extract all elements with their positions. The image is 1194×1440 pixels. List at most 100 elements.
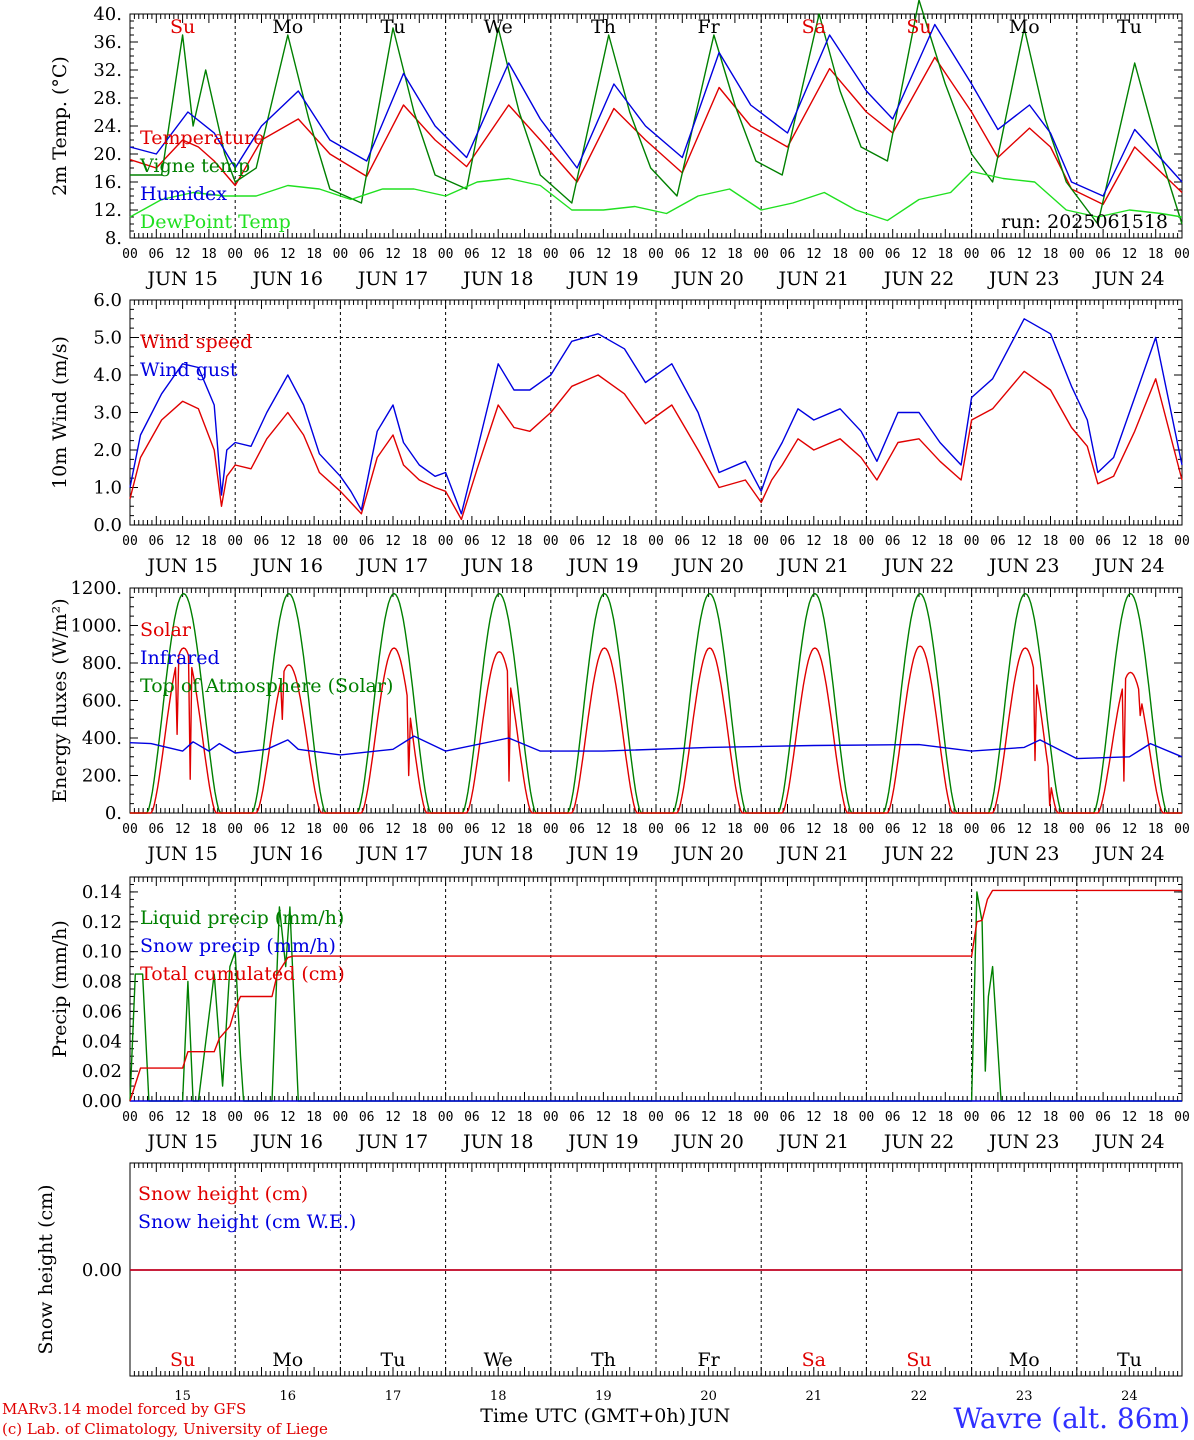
hour-tick-label: 06: [148, 1110, 164, 1125]
hour-tick-label: 12: [596, 1110, 612, 1125]
y-tick-label: 6.0: [93, 290, 122, 311]
date-tick-label: JUN 16: [251, 843, 323, 865]
weekday-label: Tu: [381, 16, 406, 38]
date-tick-label: JUN 22: [882, 843, 954, 865]
y-axis-label: 2m Temp. (°C): [49, 56, 71, 196]
date-tick-label: JUN 22: [882, 1131, 954, 1153]
weekday-label: Tu: [1117, 1349, 1142, 1371]
hour-tick-label: 18: [937, 822, 953, 837]
date-tick-label: JUN 24: [1092, 555, 1164, 577]
y-axis-label: Snow height (cm): [35, 1184, 57, 1354]
hour-tick-label: 06: [464, 822, 480, 837]
hour-tick-label: 06: [148, 822, 164, 837]
hour-tick-label: 06: [464, 1110, 480, 1125]
hour-tick-label: 00: [964, 1110, 980, 1125]
hour-tick-label: 00: [648, 534, 664, 549]
hour-tick-label: 00: [438, 534, 454, 549]
hour-tick-label: 12: [385, 1110, 401, 1125]
date-tick-label: JUN 17: [356, 268, 428, 290]
hour-tick-label: 12: [701, 1110, 717, 1125]
weekday-label: We: [484, 16, 513, 38]
x-axis-month: JUN: [688, 1405, 730, 1427]
y-tick-label: 12.: [93, 200, 122, 221]
date-tick-label: JUN 24: [1092, 843, 1164, 865]
hour-tick-label: 12: [1122, 822, 1138, 837]
hour-tick-label: 18: [937, 1110, 953, 1125]
hour-tick-label: 06: [780, 1110, 796, 1125]
hour-tick-label: 00: [648, 1110, 664, 1125]
legend-entry: Humidex: [140, 183, 227, 205]
hour-tick-label: 18: [201, 1110, 217, 1125]
hour-tick-label: 12: [1016, 534, 1032, 549]
series-line-dewpoint-temp: [129, 170, 1183, 222]
hour-tick-label: 18: [1148, 822, 1164, 837]
date-tick-label: JUN 21: [777, 268, 849, 290]
hour-tick-label: 12: [1016, 822, 1032, 837]
plot-frame: [129, 13, 1183, 239]
date-tick-label: JUN 21: [777, 843, 849, 865]
legend-entry: Temperature: [140, 127, 264, 149]
hour-tick-label: 00: [333, 822, 349, 837]
hour-tick-label: 18: [727, 534, 743, 549]
credit-line-1: MARv3.14 model forced by GFS: [2, 1400, 246, 1418]
weekday-label: Fr: [697, 1349, 720, 1371]
weekday-label: Th: [591, 1349, 616, 1371]
hour-tick-label: 00: [122, 247, 138, 262]
hour-tick-label: 06: [1095, 247, 1111, 262]
hour-tick-label: 18: [1043, 822, 1059, 837]
hour-tick-label: 06: [780, 534, 796, 549]
hour-tick-label: 06: [990, 534, 1006, 549]
hour-tick-label: 00: [438, 1110, 454, 1125]
hour-tick-label: 00: [122, 822, 138, 837]
date-tick-label: JUN 15: [145, 1131, 217, 1153]
hour-tick-label: 06: [1095, 822, 1111, 837]
date-tick-label: JUN 18: [461, 843, 533, 865]
y-tick-label: 200.: [82, 766, 122, 787]
series-line-temperature: [129, 56, 1183, 206]
date-tick-label: JUN 16: [251, 555, 323, 577]
hour-tick-label: 06: [148, 534, 164, 549]
hour-tick-label: 18: [622, 247, 638, 262]
y-tick-label: 8.: [105, 228, 122, 249]
legend-entry: Total cumulated (cm): [140, 963, 345, 985]
hour-tick-label: 12: [175, 1110, 191, 1125]
hour-tick-label: 06: [780, 247, 796, 262]
hour-tick-label: 00: [1174, 822, 1190, 837]
hour-tick-label: 00: [859, 247, 875, 262]
plot-frame: [129, 587, 1183, 814]
hour-tick-label: 06: [674, 1110, 690, 1125]
date-tick-label: JUN 23: [987, 1131, 1059, 1153]
hour-tick-label: 06: [569, 1110, 585, 1125]
hour-tick-label: 18: [622, 1110, 638, 1125]
hour-tick-label: 18: [411, 822, 427, 837]
y-tick-label: 800.: [82, 653, 122, 674]
hour-tick-label: 00: [964, 247, 980, 262]
hour-tick-label: 12: [911, 247, 927, 262]
y-axis-label: 10m Wind (m/s): [49, 336, 71, 489]
hour-tick-label: 06: [569, 247, 585, 262]
hour-tick-label: 00: [648, 822, 664, 837]
y-tick-label: 1000.: [70, 616, 122, 637]
hour-tick-label: 12: [806, 1110, 822, 1125]
hour-tick-label: 06: [990, 1110, 1006, 1125]
hour-tick-label: 12: [490, 1110, 506, 1125]
y-tick-label: 1.0: [93, 478, 122, 499]
date-tick-label: JUN 24: [1092, 268, 1164, 290]
hour-tick-label: 12: [701, 822, 717, 837]
hour-tick-label: 00: [859, 534, 875, 549]
y-tick-label: 0.00: [82, 1260, 122, 1281]
hour-tick-label: 00: [333, 534, 349, 549]
date-tick-label: JUN 23: [987, 555, 1059, 577]
panel-4: 0.14 0.12 0.10 0.08 0.06 0.04 0.02 0.00 Precip (…: [49, 876, 1190, 1153]
hour-tick-label: 06: [254, 247, 270, 262]
hour-tick-label: 06: [569, 822, 585, 837]
hour-tick-label: 00: [1069, 247, 1085, 262]
y-tick-label: 4.0: [93, 365, 122, 386]
hour-tick-label: 18: [1148, 247, 1164, 262]
hour-tick-label: 12: [911, 1110, 927, 1125]
hour-tick-label: 00: [1174, 1110, 1190, 1125]
hour-tick-label: 00: [964, 822, 980, 837]
hour-tick-label: 12: [911, 534, 927, 549]
date-tick-label: JUN 17: [356, 843, 428, 865]
date-tick-label: JUN 24: [1092, 1131, 1164, 1153]
